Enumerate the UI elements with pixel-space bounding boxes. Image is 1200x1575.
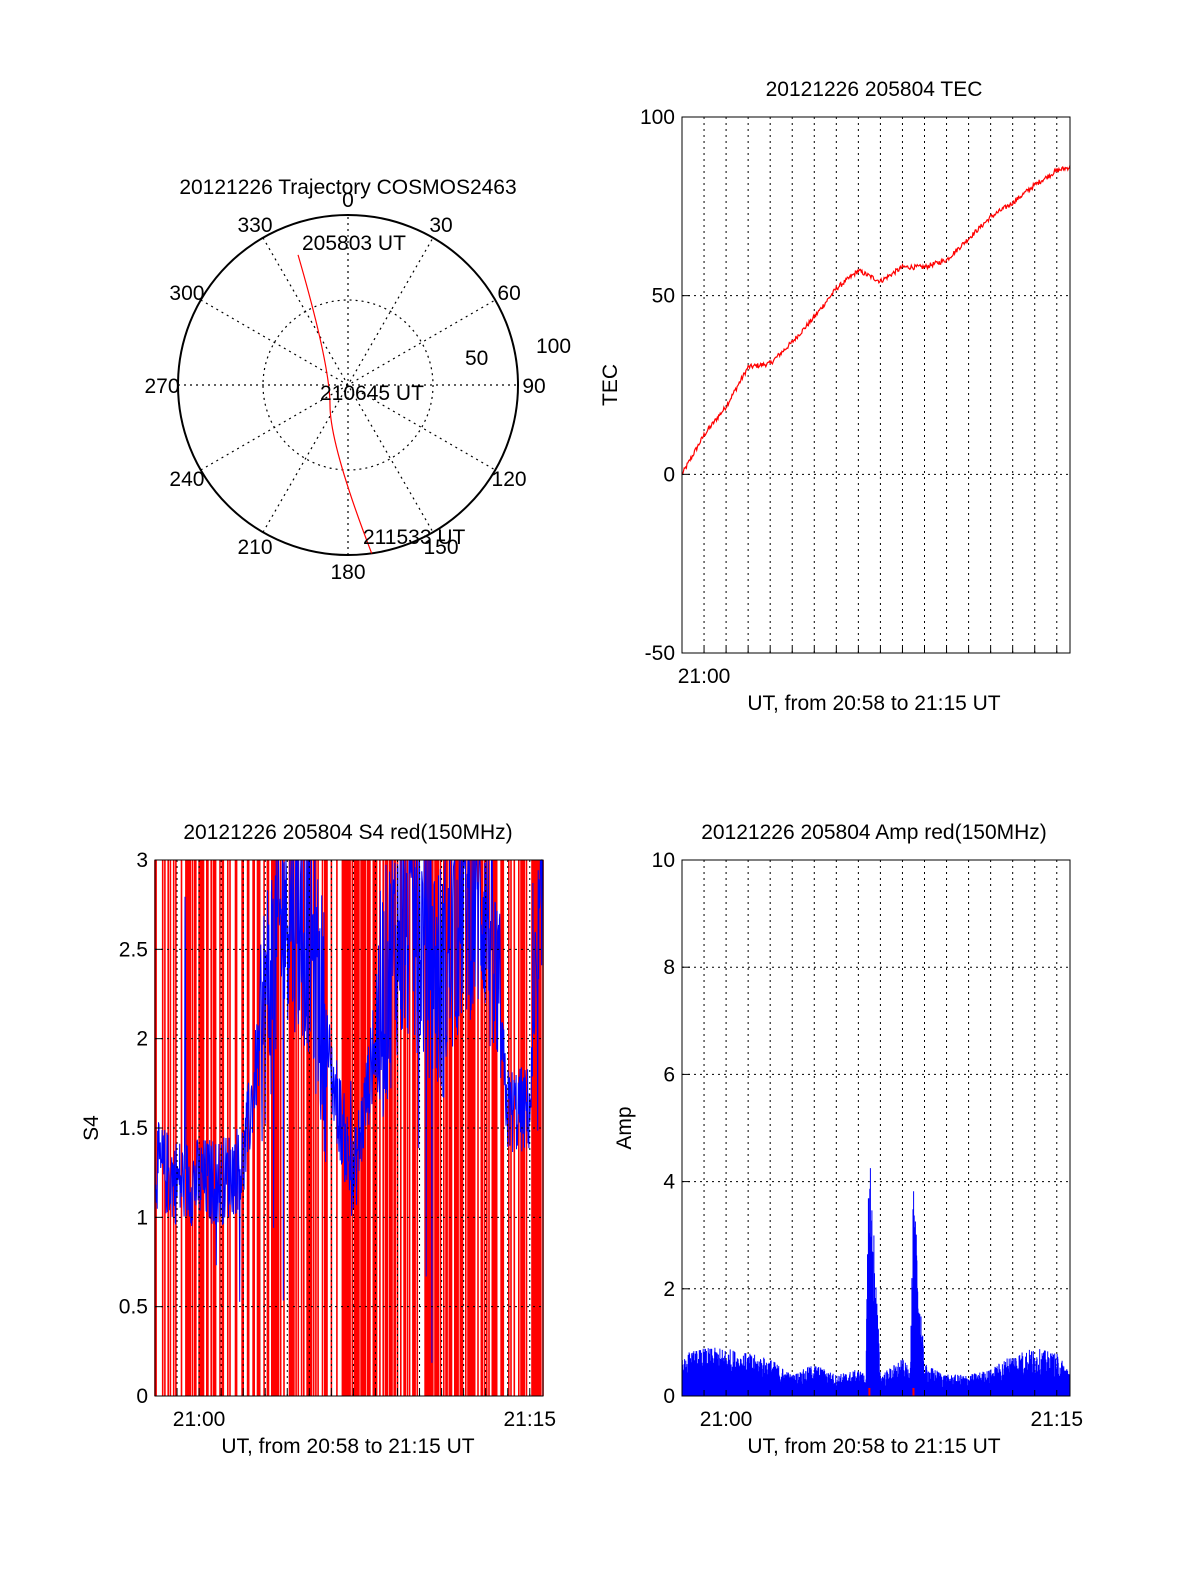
- s4-y-axis-label: S4: [80, 1115, 103, 1141]
- s4-x-ticks: 21:00 21:15: [173, 1390, 556, 1431]
- amp-plot-frame: [681, 859, 1071, 1397]
- s4-y-tick-label: 2: [136, 1028, 148, 1051]
- azimuth-label: 270: [144, 375, 179, 398]
- amp-y-ticks: 0 2 4 6 8 10: [652, 849, 690, 1408]
- s4-y-tick-label: 0: [136, 1385, 148, 1408]
- s4-y-tick-label: 1: [136, 1206, 148, 1229]
- s4-x-tick-label: 21:00: [173, 1408, 226, 1431]
- amp-y-tick-label: 2: [663, 1278, 675, 1301]
- azimuth-label: 180: [330, 561, 365, 584]
- polar-spoke: [262, 237, 434, 533]
- azimuth-label: 90: [522, 375, 545, 398]
- amp-y-axis-label: Amp: [613, 1106, 636, 1149]
- s4-y-tick-label: 3: [136, 849, 148, 872]
- azimuth-label: 60: [497, 282, 520, 305]
- azimuth-label: 300: [169, 282, 204, 305]
- amp-y-tick-label: 8: [663, 956, 675, 979]
- s4-title: 20121226 205804 S4 red(150MHz): [183, 821, 512, 844]
- tec-line: [681, 165, 1071, 475]
- tec-y-tick-label: -50: [645, 642, 675, 665]
- amp-y-tick-label: 6: [663, 1063, 675, 1086]
- tec-y-ticks: -50 0 50 100: [640, 106, 690, 665]
- azimuth-label: 240: [169, 468, 204, 491]
- amp-panel: 20121226 205804 Amp red(150MHz) 0246810 …: [613, 821, 1083, 1458]
- amp-x-axis-label: UT, from 20:58 to 21:15 UT: [747, 1435, 1000, 1458]
- s4-blue-series: [154, 859, 543, 1363]
- amp-x-tick-label: 21:15: [1030, 1408, 1083, 1431]
- tec-y-axis-label: TEC: [599, 364, 622, 406]
- azimuth-label: 210: [237, 536, 272, 559]
- s4-y-tick-label: 2.5: [119, 938, 148, 961]
- s4-x-tick-label: 21:15: [503, 1408, 556, 1431]
- amp-title: 20121226 205804 Amp red(150MHz): [701, 821, 1047, 844]
- amp-y-tick-label: 4: [663, 1171, 675, 1194]
- tec-x-tick-label: 21:00: [678, 665, 731, 688]
- amp-blue-series: [681, 1168, 1071, 1396]
- amp-x-ticks: 21:00 21:15: [700, 1390, 1083, 1431]
- s4-y-ticks: 0 0.5 1 1.5 2 2.5 3: [119, 849, 163, 1408]
- azimuth-label: 0: [342, 189, 354, 212]
- s4-panel: 20121226 205804 S4 red(150MHz) 0 0.5 1 1.5 2…: [80, 821, 556, 1458]
- amp-x-tick-label: 21:00: [700, 1408, 753, 1431]
- trajectory-title: 20121226 Trajectory COSMOS2463: [179, 176, 516, 199]
- polar-grid: [178, 215, 518, 555]
- tec-panel: 20121226 205804 TEC -50 0 50 100 21:00 UT, …: [599, 78, 1071, 715]
- azimuth-label: 150: [423, 536, 458, 559]
- tec-series: [681, 165, 1071, 475]
- track-start-label: 205803 UT: [302, 232, 406, 255]
- amp-y-tick-label: 10: [652, 849, 675, 872]
- tec-x-ticks: 21:00: [678, 647, 1058, 688]
- azimuth-label: 330: [237, 214, 272, 237]
- tec-y-tick-label: 50: [652, 285, 675, 308]
- s4-grid: [155, 860, 543, 1396]
- polar-outer-circle: [177, 214, 519, 556]
- trajectory-panel: 20121226 Trajectory COSMOS2463 0 30 60 90 12…: [144, 176, 571, 584]
- s4-y-tick-label: 1.5: [119, 1117, 148, 1140]
- azimuth-labels: 0 30 60 90 120 150 180 210 240 270 300 330: [144, 189, 545, 584]
- tec-y-tick-label: 100: [640, 106, 675, 129]
- amp-series: [681, 1168, 1071, 1396]
- s4-x-axis-label: UT, from 20:58 to 21:15 UT: [221, 1435, 474, 1458]
- tec-grid: [682, 117, 1070, 653]
- radial-label-50: 50: [465, 347, 488, 370]
- track-mid-label: 210645 UT: [320, 382, 424, 405]
- radial-label-100: 100: [536, 335, 571, 358]
- tec-plot-frame: [681, 116, 1071, 654]
- track-end-label: 211533 UT: [363, 526, 466, 549]
- s4-y-tick-label: 0.5: [119, 1296, 148, 1319]
- tec-y-tick-label: 0: [663, 463, 675, 486]
- azimuth-label: 120: [492, 468, 527, 491]
- azimuth-label: 30: [429, 214, 452, 237]
- tec-title: 20121226 205804 TEC: [766, 78, 983, 101]
- amp-y-tick-label: 0: [663, 1385, 675, 1408]
- tec-x-axis-label: UT, from 20:58 to 21:15 UT: [747, 692, 1000, 715]
- trajectory-track: [297, 254, 373, 554]
